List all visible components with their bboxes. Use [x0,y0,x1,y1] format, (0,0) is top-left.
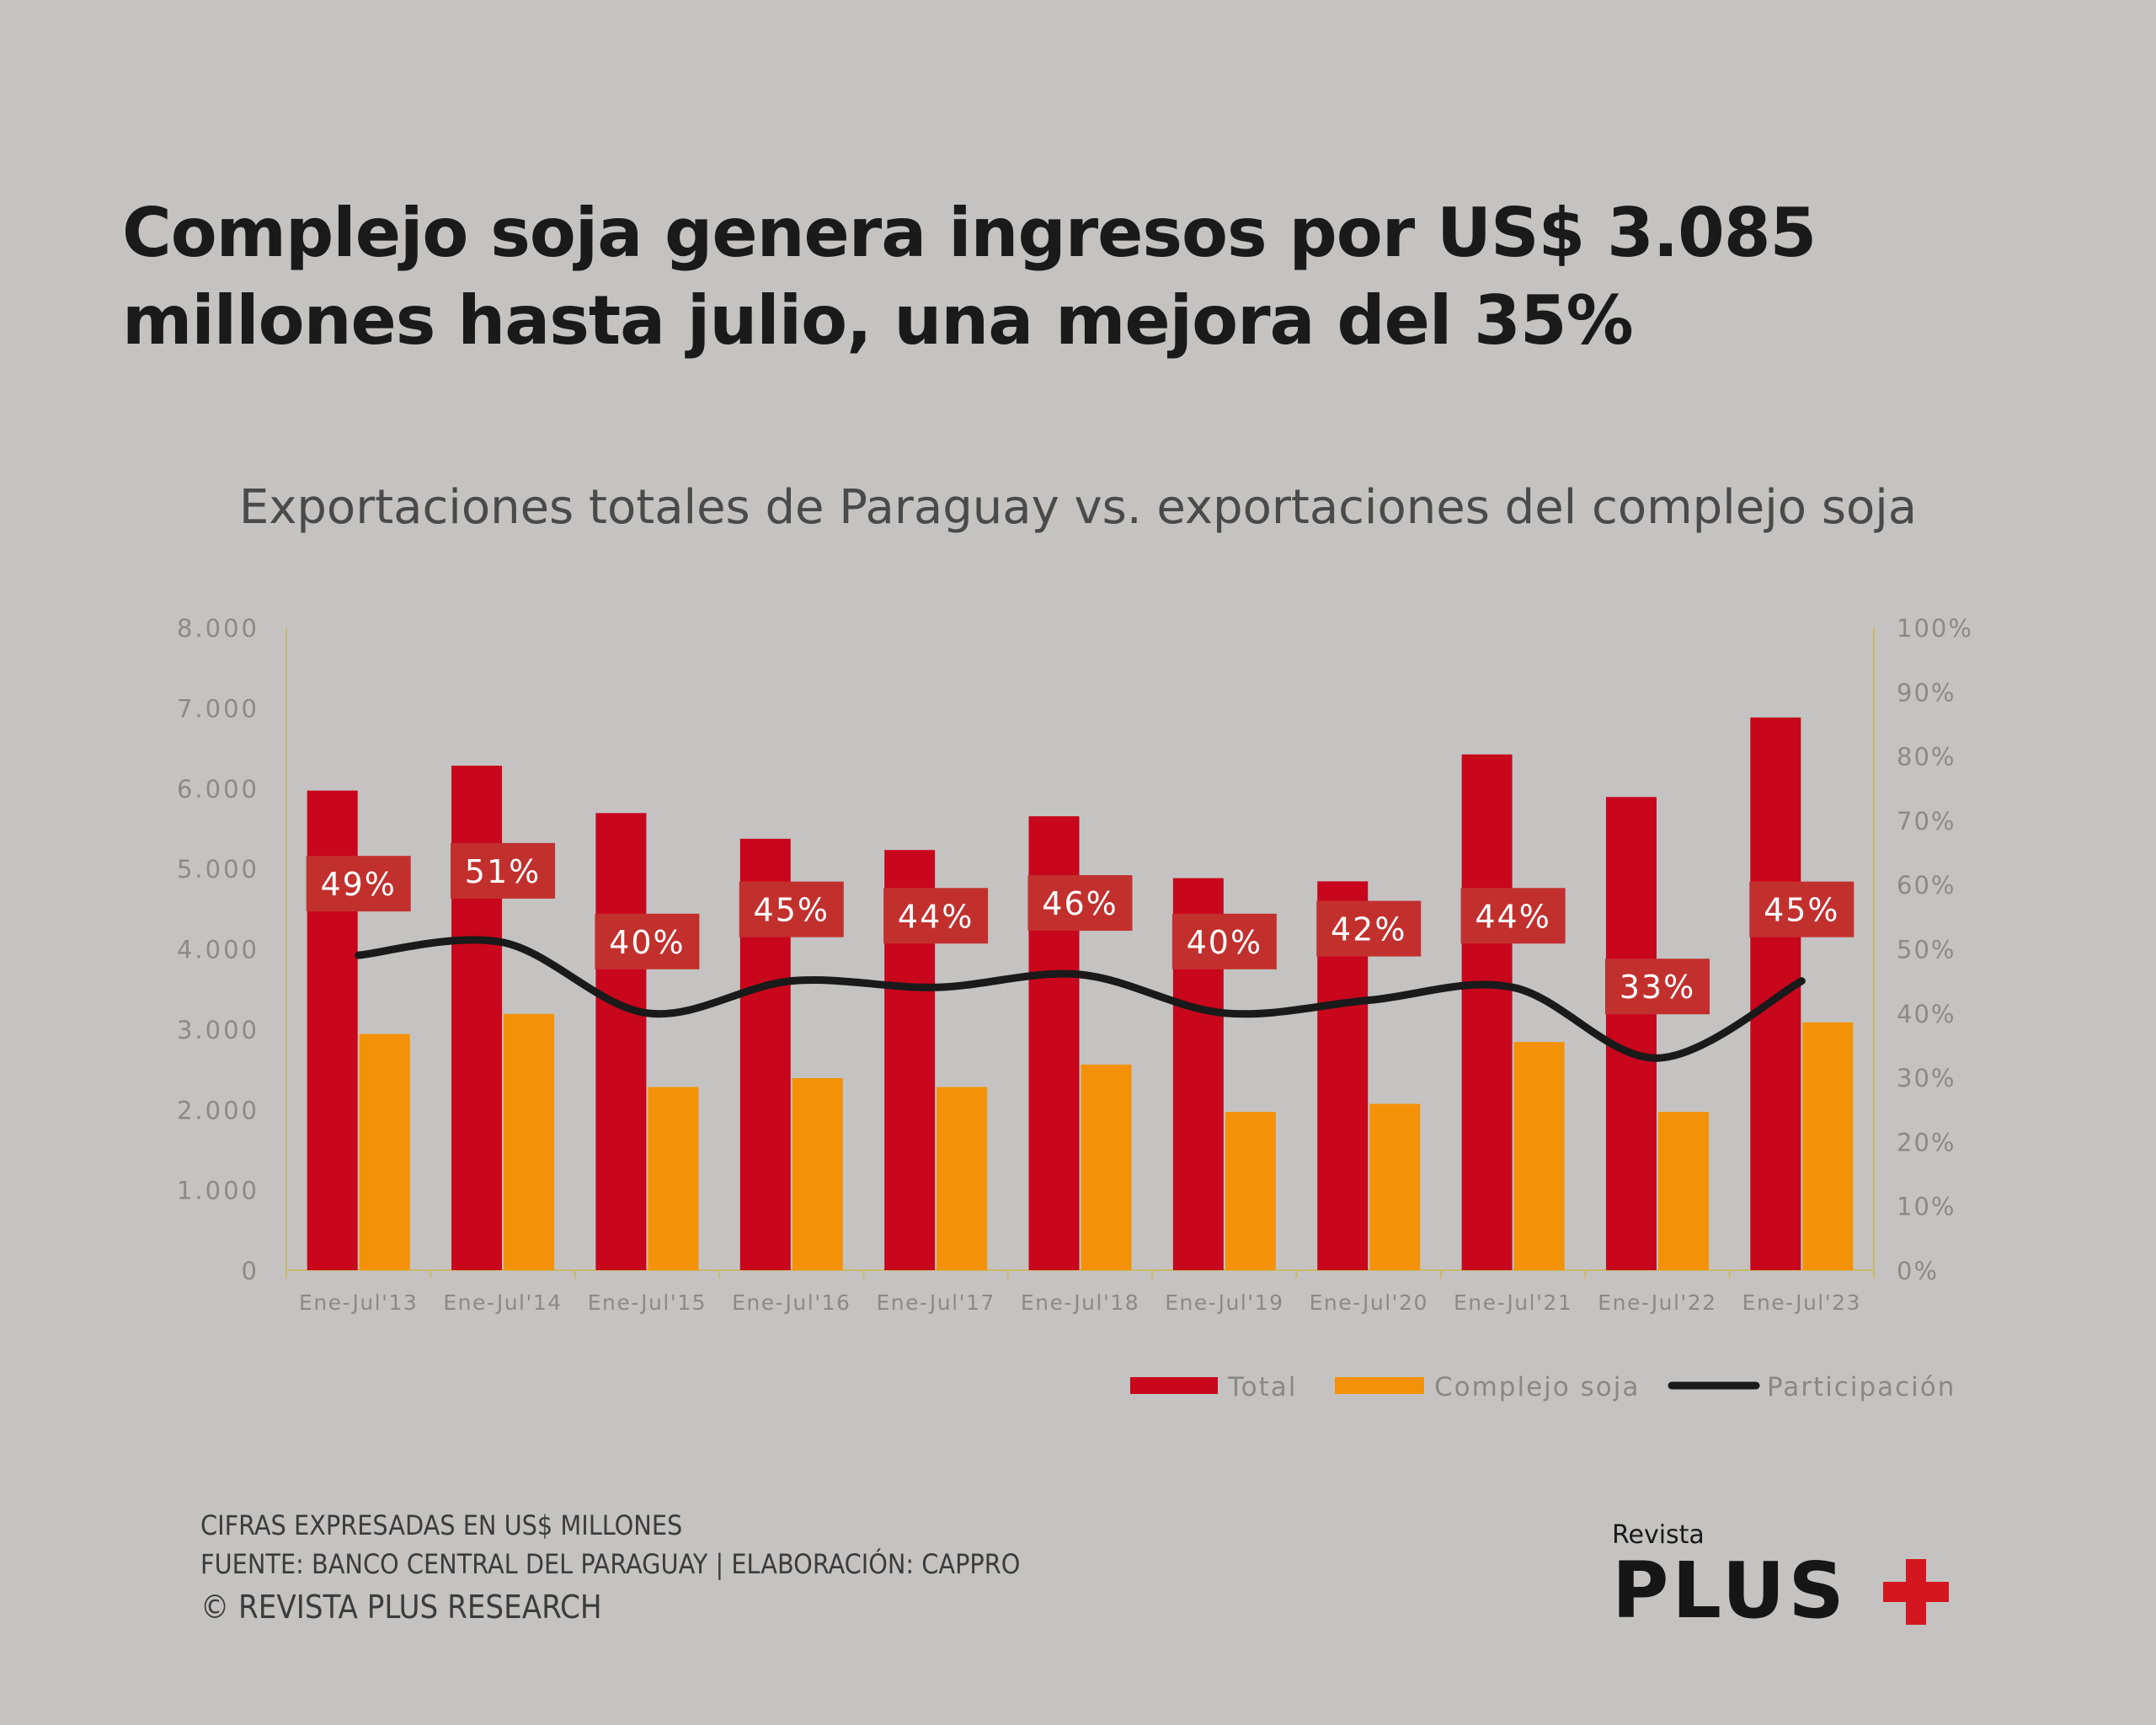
data-label: 46% [1042,885,1118,922]
chart-line [355,936,1806,1062]
brand-small: Revista [1612,1520,1705,1550]
x-tick-label: Ene-Jul'23 [1742,1290,1861,1315]
data-label: 44% [898,898,974,935]
y-right-tick-label: 10% [1897,1193,1956,1221]
x-tick-label: Ene-Jul'22 [1598,1290,1716,1315]
bar-total [1605,797,1657,1270]
y-right-tick-label: 60% [1897,871,1956,900]
data-label: 45% [1764,892,1839,929]
y-right-tick-label: 20% [1897,1128,1956,1156]
data-label: 40% [1187,924,1262,961]
data-label-box [1749,881,1854,937]
x-tick-label: Ene-Jul'13 [299,1290,418,1315]
bar-complejo-soja [792,1078,843,1270]
x-tick-label: Ene-Jul'20 [1310,1290,1428,1315]
footer-copyright: © REVISTA PLUS RESEARCH [200,1589,602,1626]
y-left-tick-label: 3.000 [177,1016,259,1044]
bar-total [451,766,503,1270]
x-tick-label: Ene-Jul'21 [1454,1290,1572,1315]
bar-complejo-soja [359,1033,410,1270]
data-label: 49% [320,866,396,903]
bar-complejo-soja [1225,1112,1276,1270]
data-label-box [595,913,700,969]
x-tick-label: Ene-Jul'17 [876,1290,995,1315]
y-right-tick-label: 30% [1897,1064,1956,1092]
headline: Complejo soja genera ingresos por US$ 3.… [122,194,1817,360]
footer-units: CIFRAS EXPRESADAS EN US$ MILLONES [200,1509,683,1541]
footer-source: FUENTE: BANCO CENTRAL DEL PARAGUAY | ELA… [200,1548,1021,1580]
y-right-tick-label: 100% [1897,614,1973,643]
y-right-tick-label: 50% [1897,936,1956,964]
y-left-tick-label: 7.000 [177,694,259,723]
data-label-box [1027,875,1133,932]
brand-logo: Revista PLUS [1612,1520,1966,1630]
data-label-box [451,842,556,899]
bar-complejo-soja [1802,1022,1854,1270]
x-tick-label: Ene-Jul'14 [443,1290,562,1315]
data-label: 51% [465,853,541,890]
y-right-tick-label: 40% [1897,1000,1956,1028]
y-left-tick-label: 8.000 [177,614,259,643]
participacion-line [355,936,1806,1062]
plus-icon [1883,1559,1949,1625]
bar-total [1461,754,1513,1270]
y-left-tick-label: 2.000 [177,1096,259,1124]
y-left-tick-label: 6.000 [177,775,259,804]
data-label-box [1171,913,1277,969]
bar-complejo-soja [648,1087,699,1270]
legend-swatch-total [1130,1377,1218,1394]
y-left-tick-label: 0 [242,1257,259,1285]
y-right-tick-label: 90% [1897,678,1956,707]
y-left-tick-label: 5.000 [177,855,259,884]
y-left-tick-label: 1.000 [177,1177,259,1205]
footer: CIFRAS EXPRESADAS EN US$ MILLONES FUENTE… [200,1506,1020,1631]
data-label-box [1604,959,1710,1015]
data-label-box [306,856,411,912]
y-left-tick-label: 4.000 [177,936,259,964]
x-tick-label: Ene-Jul'18 [1021,1290,1139,1315]
legend-swatch-soja [1335,1377,1424,1394]
bar-complejo-soja [1657,1112,1709,1270]
legend-label-participacion: Participación [1767,1372,1956,1402]
y-right-tick-label: 0% [1897,1257,1939,1285]
data-label-box [1316,900,1422,957]
bar-complejo-soja [1081,1064,1132,1270]
chart-data-labels: 49% 51% 40% 45% 44% 46% 40% 42% 44% 33% 45% [306,842,1854,1015]
data-label: 44% [1475,898,1550,935]
y-right-tick-label: 80% [1897,743,1956,772]
x-tick-label: Ene-Jul'16 [732,1290,851,1315]
bar-complejo-soja [1369,1103,1421,1270]
legend-label-soja: Complejo soja [1434,1372,1640,1402]
data-label-box [1460,888,1566,944]
data-label: 33% [1620,969,1695,1006]
y-right-tick-label: 70% [1897,807,1956,836]
x-tick-label: Ene-Jul'19 [1165,1290,1283,1315]
bar-complejo-soja [1513,1042,1565,1270]
bar-complejo-soja [937,1087,988,1270]
data-label-box [883,888,989,944]
legend-label-total: Total [1227,1372,1297,1402]
x-tick-label: Ene-Jul'15 [588,1290,707,1315]
data-label: 40% [609,924,685,961]
bar-complejo-soja [504,1013,555,1270]
data-label: 42% [1331,911,1406,948]
brand-wordmark: PLUS [1612,1546,1848,1636]
data-label: 45% [754,892,830,929]
chart-title: Exportaciones totales de Paraguay vs. ex… [238,480,1918,535]
chart-legend: Total Complejo soja Participación [1130,1372,1956,1402]
bar-total [595,813,647,1270]
data-label-box [739,881,844,937]
